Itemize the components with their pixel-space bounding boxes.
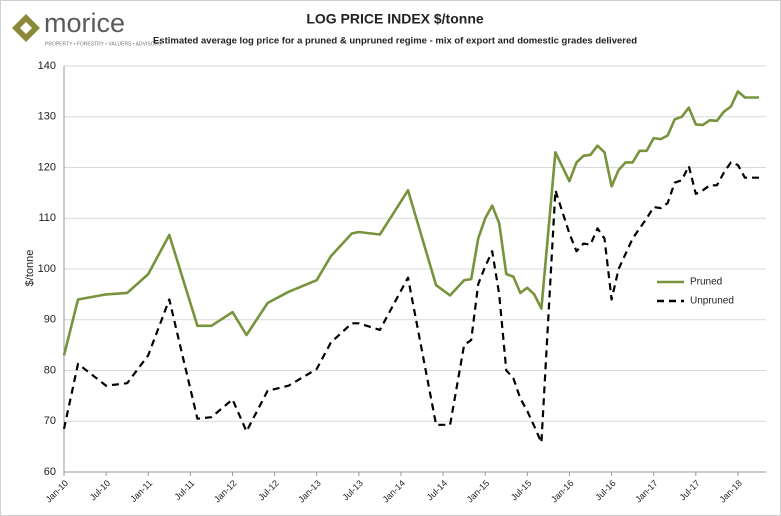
- y-tick-label: 60: [44, 466, 56, 478]
- y-axis-label: $/tonne: [24, 250, 36, 287]
- logo: morice PROPERTY • FORESTRY • VALUERS • A…: [12, 8, 162, 47]
- logo-inner: [20, 22, 32, 34]
- chart-subtitle: Estimated average log price for a pruned…: [153, 36, 637, 47]
- y-tick-label: 90: [44, 314, 56, 326]
- y-tick-label: 110: [38, 212, 56, 224]
- legend-label: Unpruned: [690, 296, 734, 307]
- y-tick-label: 80: [44, 364, 56, 376]
- y-tick-label: 100: [38, 263, 56, 275]
- logo-name: morice: [44, 8, 125, 38]
- y-tick-label: 130: [38, 111, 56, 123]
- y-tick-label: 70: [44, 415, 56, 427]
- series-line: [62, 90, 759, 356]
- logo-tagline: PROPERTY • FORESTRY • VALUERS • ADVISORS: [45, 41, 162, 47]
- legend-label: Pruned: [690, 277, 722, 288]
- chart-title: LOG PRICE INDEX $/tonne: [306, 11, 484, 27]
- series-line: [62, 161, 759, 444]
- y-tick-label: 120: [38, 161, 56, 173]
- y-tick-label: 140: [38, 60, 56, 72]
